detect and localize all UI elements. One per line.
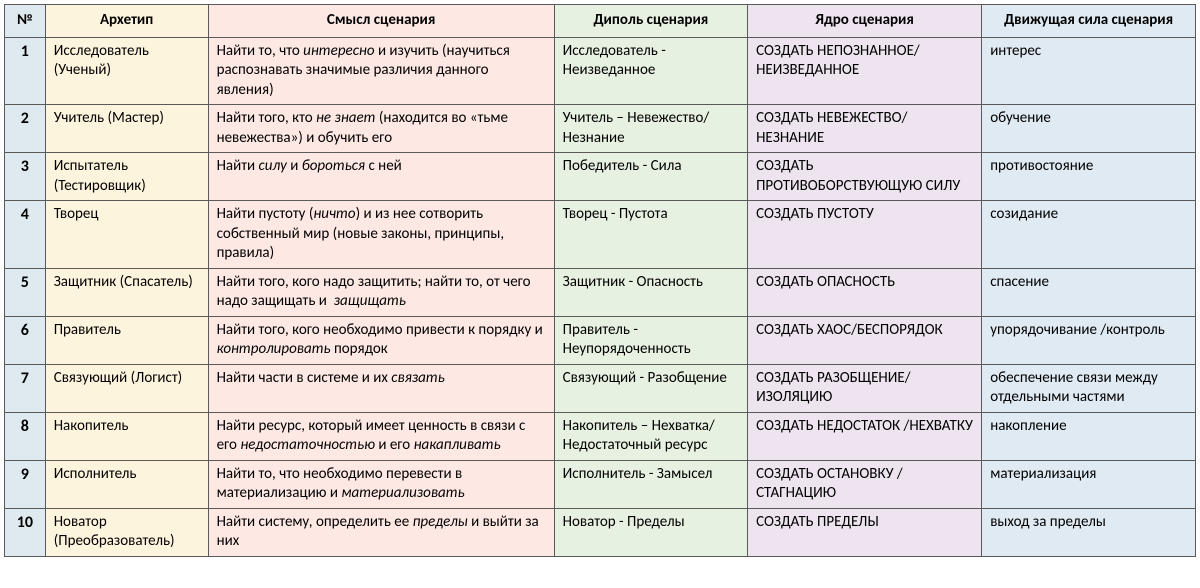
cell-core: СОЗДАТЬ ОПАСНОСТЬ	[748, 268, 982, 316]
cell-dipole: Новатор - Пределы	[554, 508, 747, 556]
cell-force: противостояние	[982, 153, 1196, 201]
cell-dipole: Правитель - Неупорядоченность	[554, 316, 747, 364]
cell-num: 5	[5, 268, 46, 316]
cell-dipole: Победитель - Сила	[554, 153, 747, 201]
cell-core: СОЗДАТЬ ОСТАНОВКУ /СТАГНАЦИЮ	[748, 460, 982, 508]
cell-archetype: Правитель	[45, 316, 208, 364]
cell-dipole: Защитник - Опасность	[554, 268, 747, 316]
cell-force: спасение	[982, 268, 1196, 316]
cell-num: 4	[5, 201, 46, 269]
cell-archetype: Испытатель (Тестировщик)	[45, 153, 208, 201]
table-row: 10Новатор (Преобразователь)Найти систему…	[5, 508, 1196, 556]
cell-force: обучение	[982, 105, 1196, 153]
cell-meaning: Найти пустоту (ничто) и из нее сотворить…	[208, 201, 554, 269]
cell-core: СОЗДАТЬ ХАОС/БЕСПОРЯДОК	[748, 316, 982, 364]
cell-core: СОЗДАТЬ НЕПОЗНАННОЕ/ НЕИЗВЕДАННОЕ	[748, 37, 982, 105]
cell-core: СОЗДАТЬ РАЗОБЩЕНИЕ/ ИЗОЛЯЦИЮ	[748, 364, 982, 412]
cell-dipole: Исследователь - Неизведанное	[554, 37, 747, 105]
table-row: 9ИсполнительНайти то, что необходимо пер…	[5, 460, 1196, 508]
cell-archetype: Исполнитель	[45, 460, 208, 508]
table-row: 6ПравительНайти того, кого необходимо пр…	[5, 316, 1196, 364]
cell-core: СОЗДАТЬ НЕВЕЖЕСТВО/ НЕЗНАНИЕ	[748, 105, 982, 153]
cell-meaning: Найти силу и бороться с ней	[208, 153, 554, 201]
table-row: 1Исследователь (Ученый)Найти то, что инт…	[5, 37, 1196, 105]
cell-dipole: Исполнитель - Замысел	[554, 460, 747, 508]
table-row: 4ТворецНайти пустоту (ничто) и из нее со…	[5, 201, 1196, 269]
cell-num: 10	[5, 508, 46, 556]
header-force: Движущая сила сценария	[982, 5, 1196, 38]
cell-dipole: Накопитель – Нехватка/ Недостаточный рес…	[554, 412, 747, 460]
cell-force: выход за пределы	[982, 508, 1196, 556]
cell-archetype: Накопитель	[45, 412, 208, 460]
table-row: 3Испытатель (Тестировщик)Найти силу и бо…	[5, 153, 1196, 201]
cell-archetype: Защитник (Спасатель)	[45, 268, 208, 316]
table-row: 5Защитник (Спасатель)Найти того, кого на…	[5, 268, 1196, 316]
cell-meaning: Найти того, кого необходимо привести к п…	[208, 316, 554, 364]
archetypes-table: №АрхетипСмысл сценарияДиполь сценарияЯдр…	[4, 4, 1196, 557]
header-row: №АрхетипСмысл сценарияДиполь сценарияЯдр…	[5, 5, 1196, 38]
cell-archetype: Новатор (Преобразователь)	[45, 508, 208, 556]
cell-archetype: Творец	[45, 201, 208, 269]
cell-num: 3	[5, 153, 46, 201]
cell-meaning: Найти части в системе и их связать	[208, 364, 554, 412]
cell-force: интерес	[982, 37, 1196, 105]
cell-dipole: Связующий - Разобщение	[554, 364, 747, 412]
cell-num: 9	[5, 460, 46, 508]
header-num: №	[5, 5, 46, 38]
cell-force: созидание	[982, 201, 1196, 269]
cell-meaning: Найти того, кто не знает (находится во «…	[208, 105, 554, 153]
cell-meaning: Найти ресурс, который имеет ценность в с…	[208, 412, 554, 460]
cell-archetype: Исследователь (Ученый)	[45, 37, 208, 105]
cell-core: СОЗДАТЬ ПУСТОТУ	[748, 201, 982, 269]
cell-core: СОЗДАТЬ ПРОТИВОБОРСТВУЮЩУЮ СИЛУ	[748, 153, 982, 201]
cell-meaning: Найти систему, определить ее пределы и в…	[208, 508, 554, 556]
table-row: 8НакопительНайти ресурс, который имеет ц…	[5, 412, 1196, 460]
cell-force: обеспечение связи между отдельными частя…	[982, 364, 1196, 412]
cell-archetype: Связующий (Логист)	[45, 364, 208, 412]
cell-force: упорядочивание /контроль	[982, 316, 1196, 364]
cell-meaning: Найти того, кого надо защитить; найти то…	[208, 268, 554, 316]
cell-num: 7	[5, 364, 46, 412]
table-row: 2Учитель (Мастер)Найти того, кто не знае…	[5, 105, 1196, 153]
cell-core: СОЗДАТЬ ПРЕДЕЛЫ	[748, 508, 982, 556]
header-dipole: Диполь сценария	[554, 5, 747, 38]
cell-core: СОЗДАТЬ НЕДОСТАТОК /НЕХВАТКУ	[748, 412, 982, 460]
cell-num: 8	[5, 412, 46, 460]
cell-num: 2	[5, 105, 46, 153]
header-archetype: Архетип	[45, 5, 208, 38]
cell-num: 1	[5, 37, 46, 105]
cell-force: материализация	[982, 460, 1196, 508]
cell-dipole: Творец - Пустота	[554, 201, 747, 269]
cell-meaning: Найти то, что интересно и изучить (научи…	[208, 37, 554, 105]
cell-num: 6	[5, 316, 46, 364]
cell-force: накопление	[982, 412, 1196, 460]
header-meaning: Смысл сценария	[208, 5, 554, 38]
cell-archetype: Учитель (Мастер)	[45, 105, 208, 153]
header-core: Ядро сценария	[748, 5, 982, 38]
cell-meaning: Найти то, что необходимо перевести в мат…	[208, 460, 554, 508]
table-row: 7Связующий (Логист)Найти части в системе…	[5, 364, 1196, 412]
cell-dipole: Учитель – Невежество/ Незнание	[554, 105, 747, 153]
